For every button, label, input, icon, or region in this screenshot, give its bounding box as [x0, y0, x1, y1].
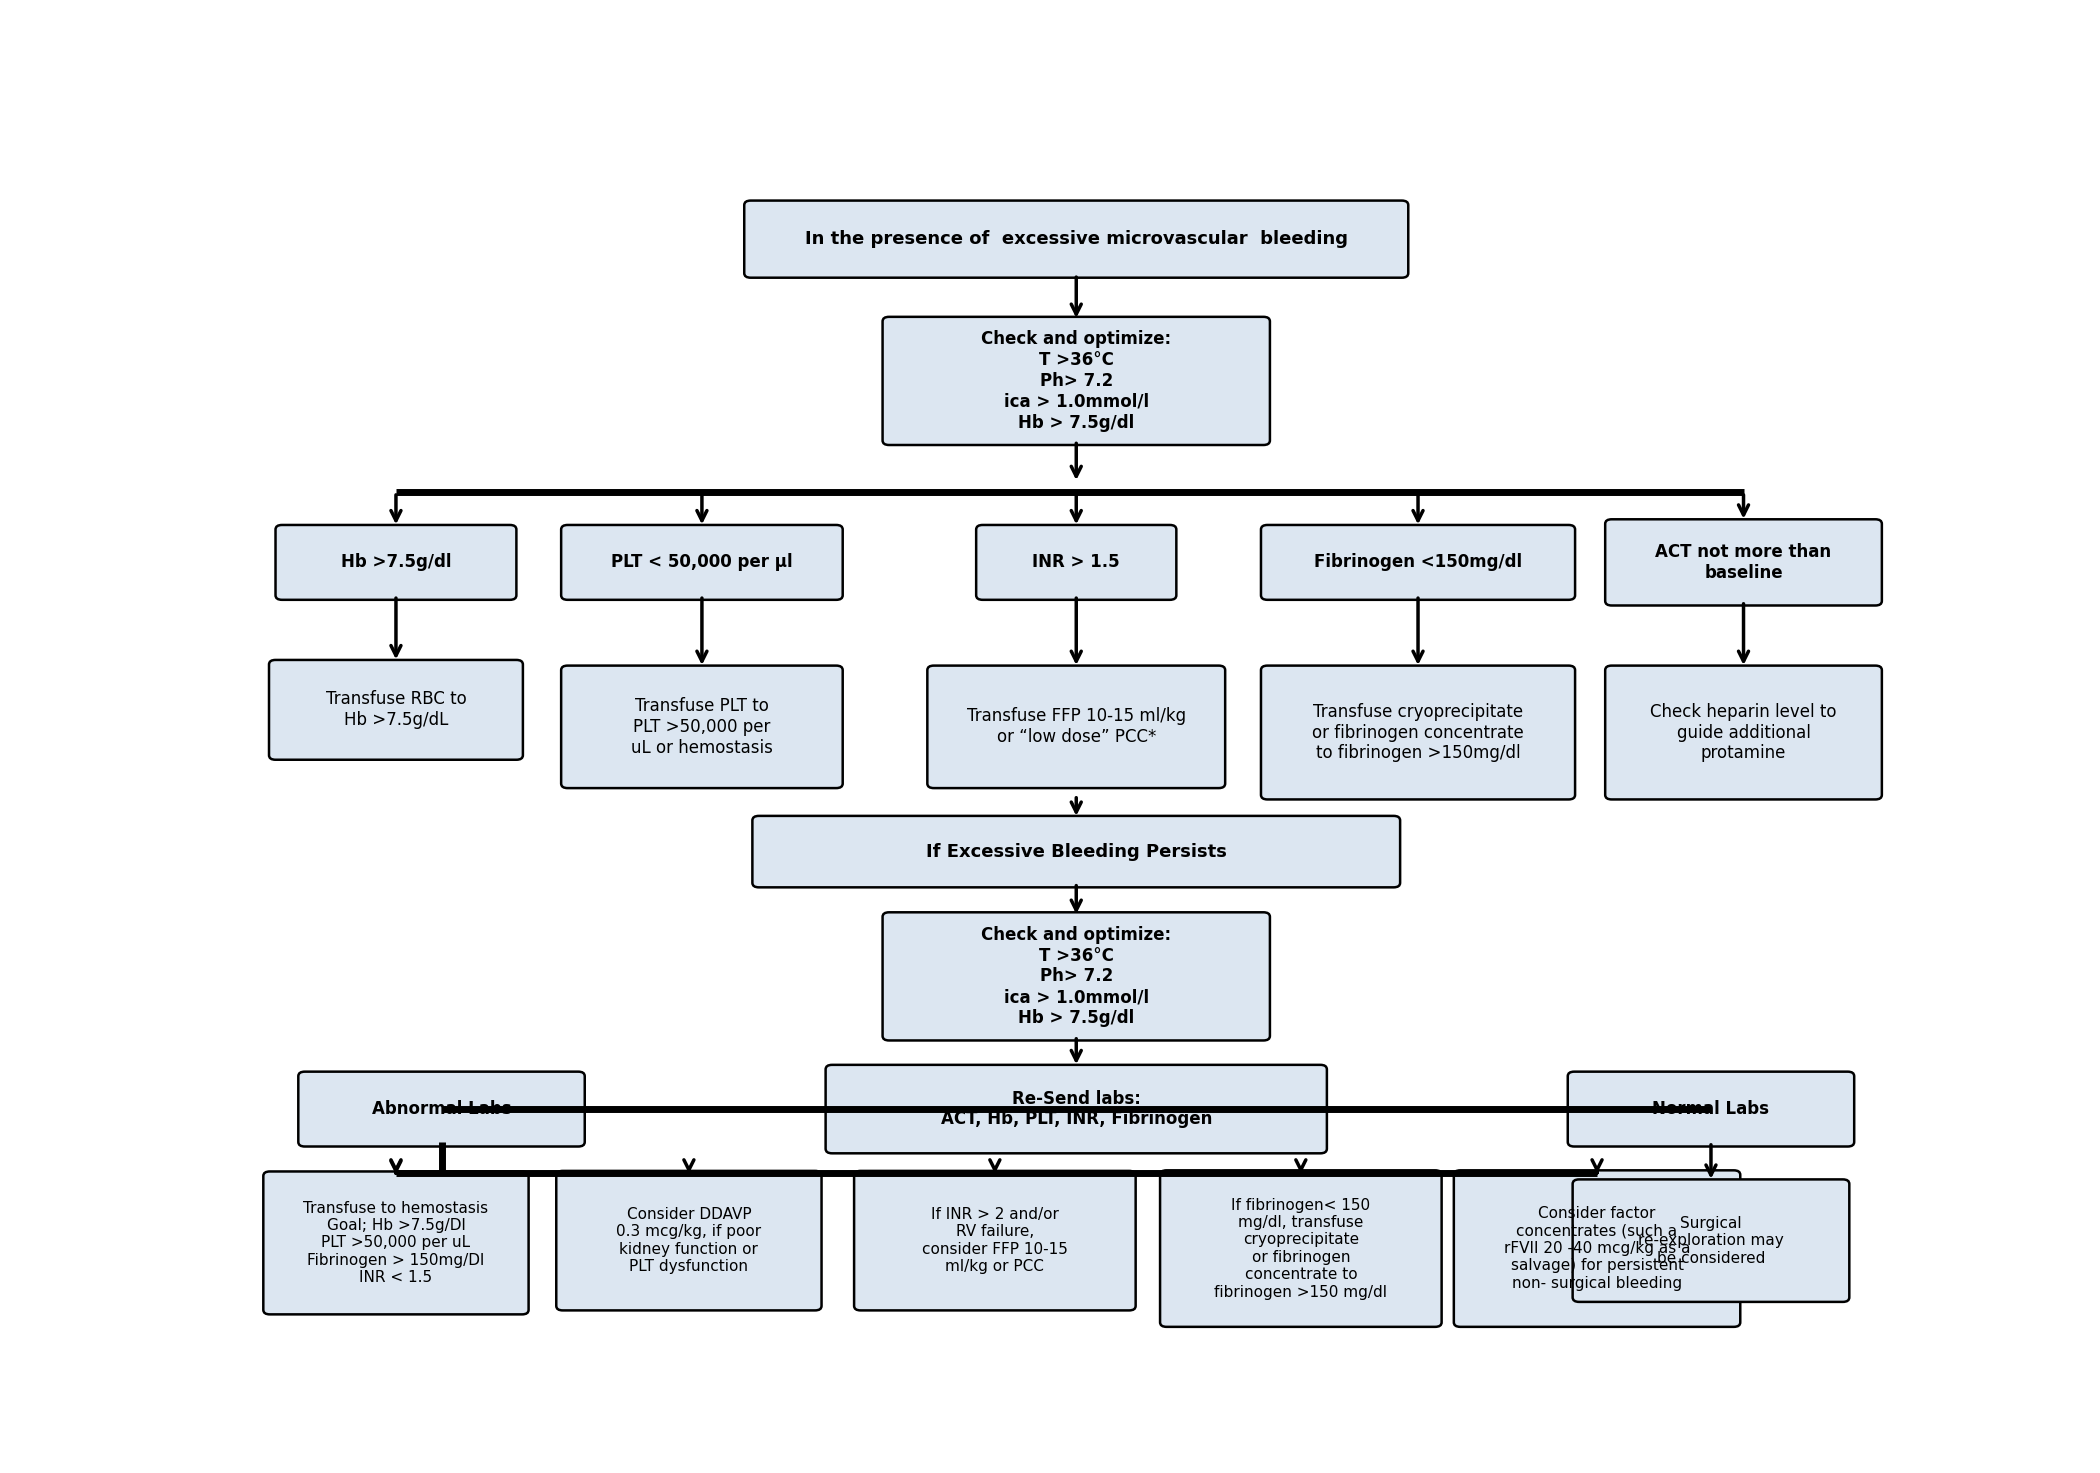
FancyBboxPatch shape — [1453, 1171, 1741, 1327]
FancyBboxPatch shape — [928, 666, 1224, 788]
Text: Fibrinogen <150mg/dl: Fibrinogen <150mg/dl — [1315, 554, 1522, 572]
Text: Check and optimize:
T >36°C
Ph> 7.2
ica > 1.0mmol/l
Hb > 7.5g/dl: Check and optimize: T >36°C Ph> 7.2 ica … — [981, 925, 1172, 1027]
Text: Transfuse cryoprecipitate
or fibrinogen concentrate
to fibrinogen >150mg/dl: Transfuse cryoprecipitate or fibrinogen … — [1312, 703, 1525, 763]
FancyBboxPatch shape — [1159, 1171, 1441, 1327]
FancyBboxPatch shape — [1604, 520, 1882, 605]
Text: ACT not more than
baseline: ACT not more than baseline — [1655, 544, 1831, 582]
Text: Abnormal Labs: Abnormal Labs — [372, 1100, 510, 1118]
Text: Check and optimize:
T >36°C
Ph> 7.2
ica > 1.0mmol/l
Hb > 7.5g/dl: Check and optimize: T >36°C Ph> 7.2 ica … — [981, 330, 1172, 432]
Text: In the presence of  excessive microvascular  bleeding: In the presence of excessive microvascul… — [804, 230, 1348, 247]
Text: Transfuse to hemostasis
Goal; Hb >7.5g/Dl
PLT >50,000 per uL
Fibrinogen > 150mg/: Transfuse to hemostasis Goal; Hb >7.5g/D… — [302, 1200, 489, 1286]
FancyBboxPatch shape — [262, 1171, 529, 1314]
FancyBboxPatch shape — [752, 816, 1401, 887]
FancyBboxPatch shape — [882, 317, 1270, 445]
Text: INR > 1.5: INR > 1.5 — [1033, 554, 1119, 572]
Text: Re-Send labs:
ACT, Hb, PLT, INR, Fibrinogen: Re-Send labs: ACT, Hb, PLT, INR, Fibrino… — [941, 1090, 1212, 1128]
Text: Hb >7.5g/dl: Hb >7.5g/dl — [340, 554, 452, 572]
FancyBboxPatch shape — [976, 524, 1176, 600]
FancyBboxPatch shape — [1260, 666, 1575, 800]
FancyBboxPatch shape — [855, 1171, 1136, 1311]
FancyBboxPatch shape — [556, 1171, 821, 1311]
Text: If fibrinogen< 150
mg/dl, transfuse
cryoprecipitate
or fibrinogen
concentrate to: If fibrinogen< 150 mg/dl, transfuse cryo… — [1214, 1198, 1388, 1299]
FancyBboxPatch shape — [825, 1065, 1327, 1153]
FancyBboxPatch shape — [1569, 1072, 1854, 1146]
Text: Consider DDAVP
0.3 mcg/kg, if poor
kidney function or
PLT dysfunction: Consider DDAVP 0.3 mcg/kg, if poor kidne… — [615, 1206, 762, 1274]
FancyBboxPatch shape — [1260, 524, 1575, 600]
FancyBboxPatch shape — [298, 1072, 584, 1146]
Text: Transfuse PLT to
PLT >50,000 per
uL or hemostasis: Transfuse PLT to PLT >50,000 per uL or h… — [630, 697, 773, 757]
Text: Consider factor
concentrates (such a
rFVII 20 -40 mcg/kg as a
salvage) for persi: Consider factor concentrates (such a rFV… — [1504, 1206, 1690, 1290]
FancyBboxPatch shape — [882, 912, 1270, 1040]
FancyBboxPatch shape — [743, 200, 1409, 278]
Text: Normal Labs: Normal Labs — [1653, 1100, 1770, 1118]
FancyBboxPatch shape — [561, 524, 842, 600]
FancyBboxPatch shape — [1573, 1180, 1850, 1302]
Text: PLT < 50,000 per μl: PLT < 50,000 per μl — [611, 554, 792, 572]
Text: Check heparin level to
guide additional
protamine: Check heparin level to guide additional … — [1651, 703, 1838, 763]
FancyBboxPatch shape — [275, 524, 517, 600]
FancyBboxPatch shape — [561, 666, 842, 788]
Text: Transfuse FFP 10-15 ml/kg
or “low dose” PCC*: Transfuse FFP 10-15 ml/kg or “low dose” … — [966, 707, 1186, 747]
FancyBboxPatch shape — [269, 660, 523, 760]
Text: Transfuse RBC to
Hb >7.5g/dL: Transfuse RBC to Hb >7.5g/dL — [326, 691, 466, 729]
FancyBboxPatch shape — [1604, 666, 1882, 800]
Text: Surgical
re-exploration may
be considered: Surgical re-exploration may be considere… — [1638, 1215, 1783, 1265]
Text: If Excessive Bleeding Persists: If Excessive Bleeding Persists — [926, 843, 1226, 860]
Text: If INR > 2 and/or
RV failure,
consider FFP 10-15
ml/kg or PCC: If INR > 2 and/or RV failure, consider F… — [922, 1206, 1067, 1274]
